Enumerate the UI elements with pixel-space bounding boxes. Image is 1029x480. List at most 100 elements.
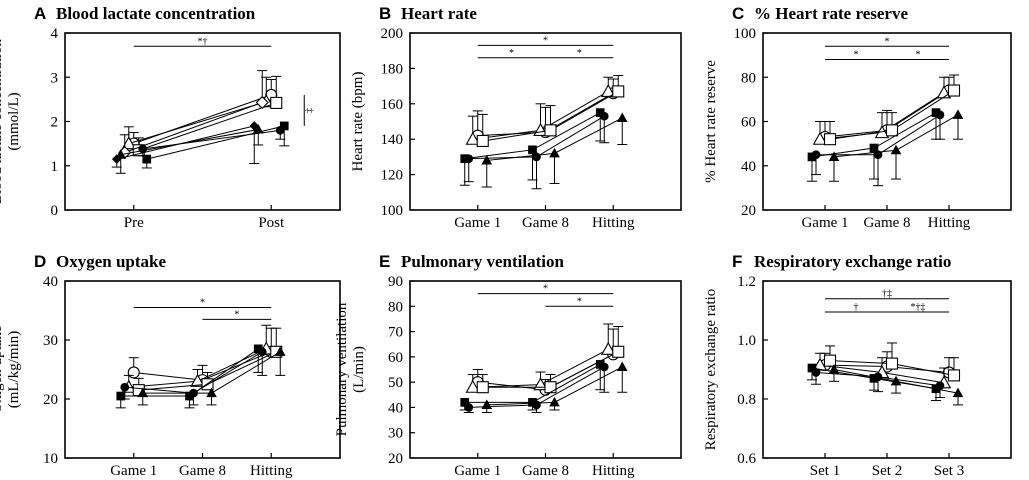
data-point — [823, 133, 837, 146]
panel-letter: D — [34, 252, 46, 271]
data-point — [812, 131, 828, 145]
y-axis-label: Pulmonary ventilation — [334, 302, 350, 436]
y-tick-label: 140 — [381, 132, 404, 148]
data-point — [249, 121, 260, 131]
data-point — [481, 154, 493, 165]
x-tick-label: Pre — [124, 215, 144, 231]
plot-frame — [409, 280, 682, 459]
panel-title: Heart rate — [401, 4, 477, 23]
data-point — [549, 396, 560, 407]
series-filled-square — [141, 121, 290, 169]
y-tick-label: 1 — [51, 159, 59, 175]
panel-title: Respiratory exchange ratio — [754, 252, 951, 271]
series-open-triangle — [812, 76, 952, 145]
panel-letter: B — [379, 4, 391, 23]
y-tick-label: 100 — [734, 26, 757, 42]
data-point — [528, 145, 537, 155]
series-line — [133, 94, 272, 145]
y-axis-label: Respiratory exchange ratio — [703, 289, 719, 451]
y-tick-label: 90 — [388, 274, 403, 290]
data-point — [465, 379, 481, 393]
data-point — [253, 344, 263, 354]
data-point — [252, 123, 264, 134]
panel-e: E Pulmonary ventilation 20 30 40 50 60 70 80 90 Ga… — [334, 252, 682, 479]
data-point — [952, 387, 964, 398]
x-tick-label: Game 8 — [522, 215, 569, 231]
y-tick-label: 20 — [388, 451, 403, 467]
series-open-square — [476, 74, 625, 148]
y-tick-label: 30 — [388, 426, 403, 442]
panel-letter: A — [34, 4, 46, 23]
significance-label: * — [509, 48, 514, 59]
series-open-triangle — [465, 323, 616, 393]
data-point — [460, 154, 470, 164]
data-point — [476, 134, 489, 148]
series-line — [138, 102, 277, 151]
x-tick-label: Set 1 — [810, 463, 840, 479]
data-point — [142, 154, 152, 164]
y-axis-label: Blood lactate concentration — [0, 39, 5, 204]
x-tick-label: Game 1 — [801, 215, 848, 231]
series-open-square — [823, 74, 961, 146]
significance-label: * — [885, 36, 890, 47]
panel-c: C % Heart rate reserve 20 40 60 80 100 Game 1 Ga… — [703, 4, 1012, 231]
data-point — [952, 109, 964, 119]
y-axis-label: (mL/kg/min) — [6, 331, 22, 409]
series-open-square — [476, 326, 625, 394]
significance-label: *†‡ — [911, 302, 926, 313]
series-filled-triangle — [481, 361, 628, 413]
data-point — [270, 96, 283, 109]
y-tick-label: 50 — [388, 375, 403, 391]
series-open-diamond — [118, 70, 269, 160]
data-point — [121, 136, 137, 150]
data-point — [595, 108, 605, 117]
data-point — [823, 354, 837, 367]
data-point — [885, 357, 899, 370]
panel-letter: F — [732, 252, 742, 271]
significance-label: * — [200, 298, 205, 309]
x-tick-label: Game 1 — [110, 463, 157, 479]
data-point — [616, 112, 628, 123]
x-tick-label: Game 1 — [454, 463, 501, 479]
data-point — [885, 124, 899, 137]
data-point — [612, 85, 625, 98]
data-point — [807, 363, 817, 373]
y-tick-label: 2 — [51, 115, 59, 131]
panel-letter: E — [379, 252, 390, 271]
panel-f: F Respiratory exchange ratio 0.6 0.8 1.0 1.2 S… — [703, 252, 1012, 479]
significance-label: * — [854, 50, 859, 61]
y-tick-label: 180 — [381, 61, 404, 77]
data-point — [600, 341, 616, 355]
x-tick-label: Game 1 — [454, 215, 501, 231]
y-axis-label: Heart rate (bpm) — [350, 72, 366, 172]
data-point — [481, 399, 493, 409]
x-tick-label: Hitting — [592, 215, 635, 231]
panel-a: A Blood lactate concentration 0 1 2 3 4 Pre Post… — [0, 4, 341, 231]
panel-title: % Heart rate reserve — [754, 4, 908, 23]
data-point — [279, 121, 289, 131]
data-point — [947, 369, 961, 382]
series-line — [146, 125, 285, 160]
data-point — [931, 108, 941, 117]
data-point — [807, 152, 817, 162]
y-tick-label: 60 — [388, 350, 403, 366]
series-line — [124, 102, 263, 153]
y-axis-label: (L/min) — [351, 346, 367, 393]
significance-label: † — [854, 302, 859, 313]
series-filled-square — [115, 344, 264, 409]
y-tick-label: 3 — [51, 70, 59, 86]
y-tick-label: 120 — [381, 168, 404, 184]
data-point — [544, 124, 557, 137]
data-point — [869, 143, 879, 153]
series-open-triangle — [121, 76, 274, 150]
x-tick-label: Game 8 — [863, 215, 910, 231]
data-point — [476, 381, 489, 394]
panel-title: Pulmonary ventilation — [401, 252, 564, 271]
significance-label: * — [234, 309, 239, 320]
data-point — [616, 361, 628, 372]
series-line — [128, 101, 267, 145]
data-point — [612, 345, 625, 358]
data-point — [137, 387, 149, 398]
series-line — [116, 125, 255, 160]
